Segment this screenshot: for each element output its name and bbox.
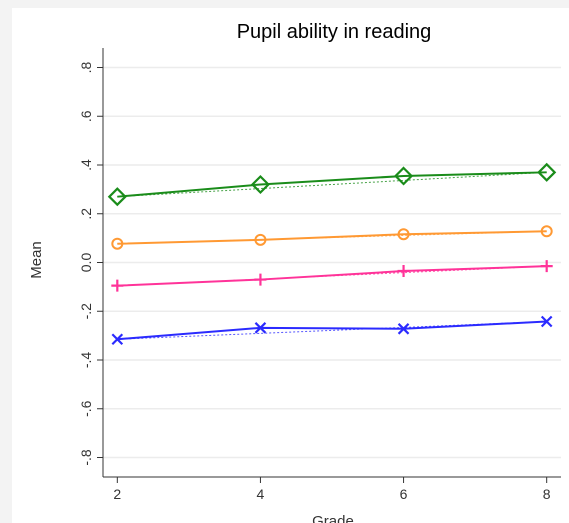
- series-trend-line: [117, 230, 547, 245]
- y-tick-label: -.2: [78, 303, 94, 320]
- axes: -.8 -.6 -.4 -.2 0.0 .2 .4 .6 .8 2 4 6 8: [78, 48, 561, 502]
- series-line: [117, 265, 547, 287]
- y-tick-label: -.6: [78, 400, 94, 417]
- series-4: [111, 315, 553, 346]
- series-line: [117, 230, 547, 245]
- data-point: [111, 279, 124, 292]
- series-2: [111, 225, 553, 250]
- x-tick-label: 6: [400, 486, 408, 502]
- y-tick-label: .4: [78, 159, 94, 171]
- data-point: [394, 166, 414, 186]
- y-tick-label: -.4: [78, 352, 94, 369]
- data-point: [397, 265, 410, 278]
- x-tick-label: 2: [113, 486, 121, 502]
- x-axis-label: Grade: [312, 513, 354, 523]
- data-point: [254, 322, 267, 334]
- plot-panel: [12, 8, 569, 523]
- series-line: [117, 171, 547, 198]
- data-point: [397, 323, 410, 335]
- chart-title: Pupil ability in reading: [237, 21, 432, 43]
- series-trend-line: [117, 320, 547, 340]
- data-point: [111, 237, 124, 250]
- series-trend-line: [117, 171, 547, 198]
- x-tick-label: 4: [257, 486, 265, 502]
- data-point: [254, 233, 267, 246]
- data-point: [107, 187, 127, 207]
- data-point: [397, 228, 410, 241]
- data-point: [250, 174, 270, 195]
- y-tick-label: .8: [78, 61, 94, 73]
- x-tick-label: 8: [543, 486, 551, 502]
- series-line: [117, 320, 547, 341]
- series-layer: [107, 162, 557, 346]
- y-tick-label: .2: [78, 208, 94, 220]
- data-point: [540, 225, 553, 238]
- y-tick-label: -.8: [78, 449, 94, 466]
- series-3: [111, 260, 553, 292]
- data-point: [540, 315, 553, 328]
- data-point: [254, 273, 267, 286]
- data-point: [540, 260, 553, 273]
- data-point: [537, 162, 557, 182]
- y-tick-label: 0.0: [78, 253, 94, 273]
- y-tick-label: .6: [78, 110, 94, 122]
- data-point: [111, 333, 124, 346]
- series-1: [107, 162, 557, 207]
- y-axis-label: Mean: [28, 241, 45, 279]
- grid-lines: [103, 66, 561, 459]
